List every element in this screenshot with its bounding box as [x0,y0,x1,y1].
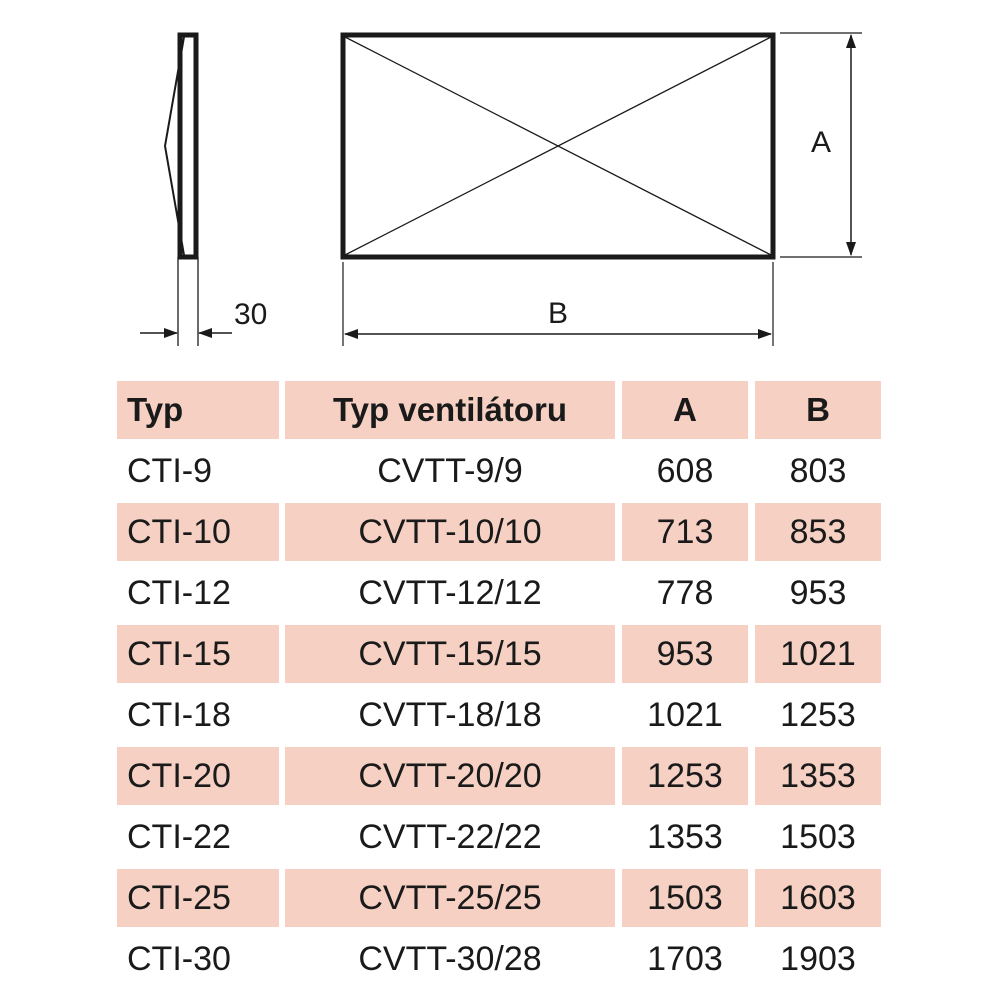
cell-a: 608 [656,452,714,490]
cell-a: 953 [622,625,748,683]
cell-a: 1021 [647,696,723,734]
cell-a: 1253 [622,747,748,805]
header-a: A [622,381,748,439]
dim-b-label: B [548,297,568,330]
cell-b: 853 [755,503,881,561]
side-view: 30 [140,32,267,346]
cell-ventilator: CVTT-22/22 [358,818,542,856]
cell-b: 1021 [755,625,881,683]
dim-a-label: A [811,126,831,159]
side-view-profile [163,36,185,256]
cell-ventilator: CVTT-30/28 [358,940,542,978]
side-view-frame [177,32,199,260]
cell-ventilator: CVTT-20/20 [285,747,615,805]
header-typ: Typ [117,381,279,439]
cell-b: 1903 [780,940,856,978]
cell-typ: CTI-10 [117,503,279,561]
cell-typ: CTI-30 [127,940,231,978]
cell-typ: CTI-25 [117,869,279,927]
cell-b: 1353 [755,747,881,805]
cell-a: 1503 [622,869,748,927]
cell-typ: CTI-9 [127,452,212,490]
cell-ventilator: CVTT-18/18 [358,696,542,734]
header-ventilator: Typ ventilátoru [285,381,615,439]
cell-typ: CTI-12 [127,574,231,612]
front-view-frame [340,32,776,260]
cell-ventilator: CVTT-9/9 [377,452,523,490]
cell-b: 953 [789,574,847,612]
cell-ventilator: CVTT-15/15 [285,625,615,683]
technical-drawing: 30 A B [140,32,862,346]
header-b: B [755,381,881,439]
depth-label: 30 [234,298,267,331]
cell-b: 1503 [780,818,856,856]
cell-b: 803 [789,452,847,490]
cell-a: 713 [622,503,748,561]
front-view: A B [340,32,862,346]
front-view-diagonal-2 [344,36,772,256]
cell-typ: CTI-22 [127,818,231,856]
cell-a: 1353 [647,818,723,856]
cell-a: 1703 [647,940,723,978]
cell-ventilator: CVTT-25/25 [285,869,615,927]
cell-ventilator: CVTT-12/12 [358,574,542,612]
cell-typ: CTI-18 [127,696,231,734]
cell-a: 778 [656,574,714,612]
cell-b: 1253 [780,696,856,734]
cell-b: 1603 [755,869,881,927]
cell-typ: CTI-20 [117,747,279,805]
cell-typ: CTI-15 [117,625,279,683]
cell-ventilator: CVTT-10/10 [285,503,615,561]
